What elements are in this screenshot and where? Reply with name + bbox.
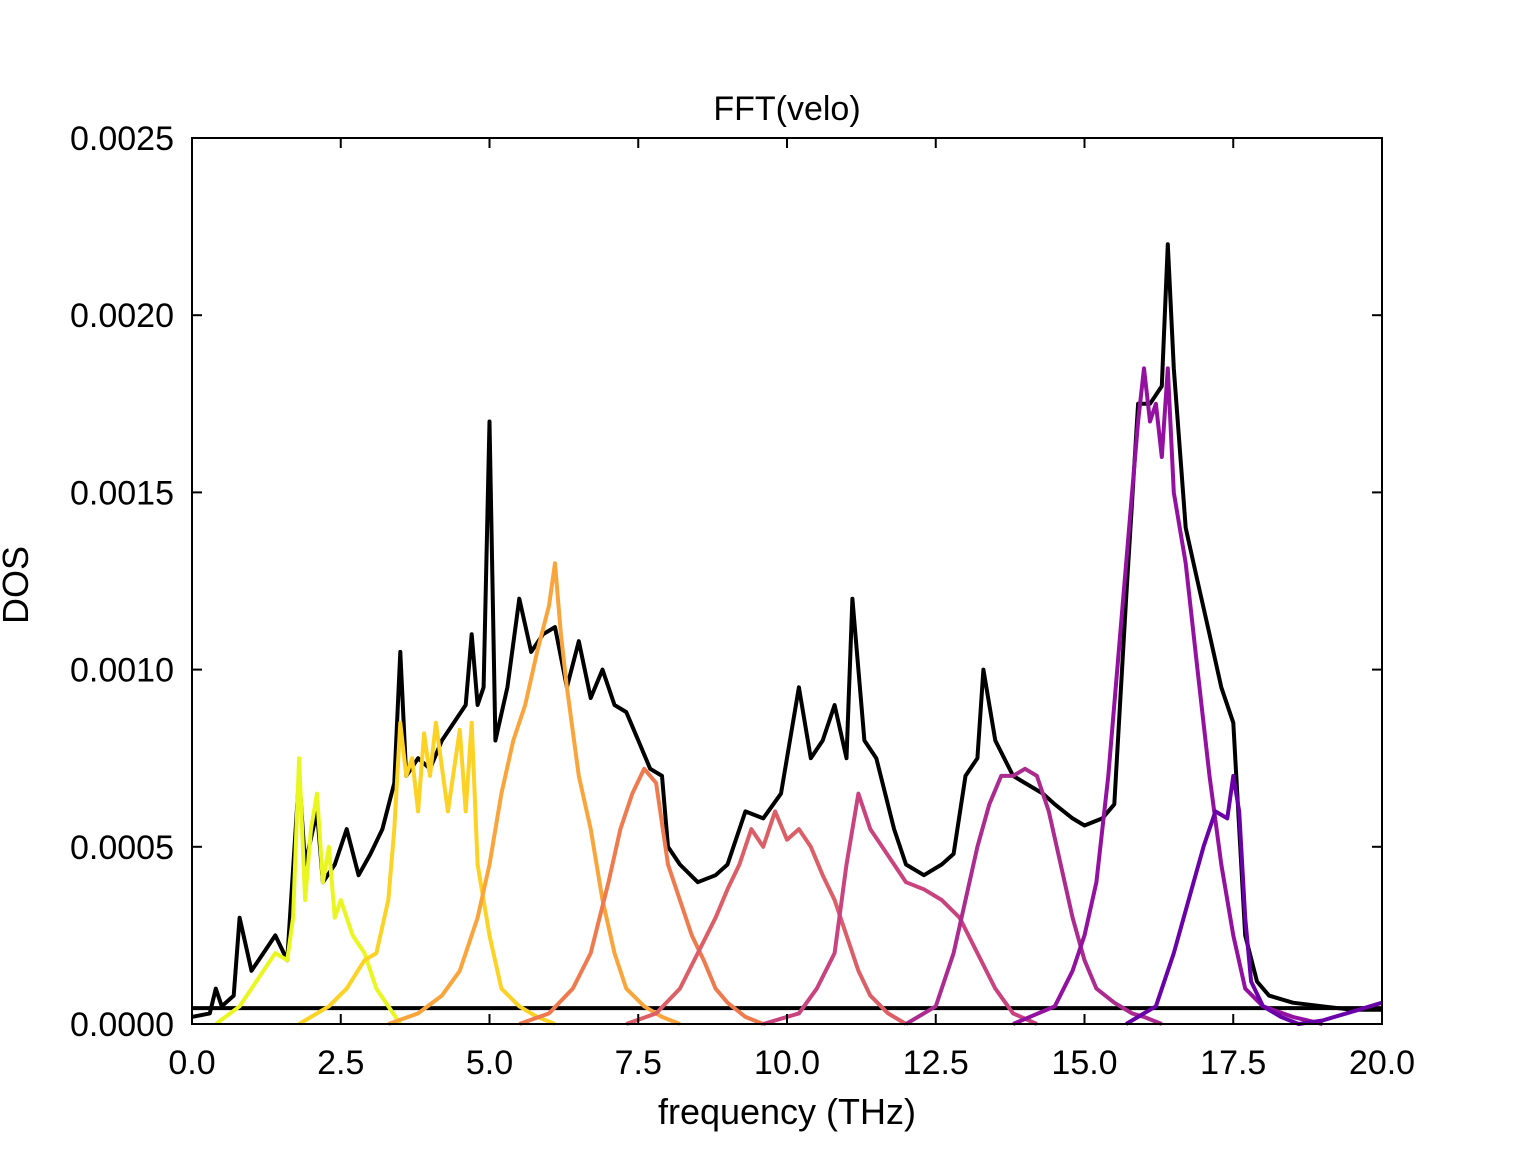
series-line-5 xyxy=(518,766,764,1026)
y-tick-label: 0.0025 xyxy=(70,120,174,158)
series-layer xyxy=(191,242,1383,1026)
x-axis: 0.0 2.5 5.0 7.5 10.0 12.5 15.0 17.5 20.0 xyxy=(168,138,1415,1082)
series-line-8 xyxy=(904,766,1163,1026)
chart-title: FFT(velo) xyxy=(713,90,860,128)
series-line-3 xyxy=(298,720,556,1026)
x-tick-label: 7.5 xyxy=(615,1044,662,1082)
series-line-0 xyxy=(191,242,1382,1019)
series-line-10 xyxy=(1125,773,1383,1026)
x-tick-label: 5.0 xyxy=(466,1044,513,1082)
series-line-9 xyxy=(1012,366,1323,1026)
x-tick-label: 10.0 xyxy=(754,1044,820,1082)
y-tick-label: 0.0015 xyxy=(70,474,174,512)
x-tick-label: 0.0 xyxy=(168,1044,215,1082)
y-axis: 0.0000 0.0005 0.0010 0.0015 0.0020 0.0025 xyxy=(70,120,1382,1044)
x-axis-label: frequency (THz) xyxy=(658,1091,916,1132)
x-tick-label: 12.5 xyxy=(903,1044,969,1082)
y-tick-label: 0.0000 xyxy=(70,1006,174,1044)
y-axis-label: DOS xyxy=(0,546,36,624)
series-line-4 xyxy=(387,561,681,1026)
y-tick-label: 0.0020 xyxy=(70,297,174,335)
x-tick-label: 17.5 xyxy=(1200,1044,1266,1082)
series-line-7 xyxy=(762,791,1038,1026)
series-line-2 xyxy=(214,756,402,1026)
x-tick-label: 20.0 xyxy=(1349,1044,1415,1082)
y-tick-label: 0.0005 xyxy=(70,829,174,867)
x-tick-label: 15.0 xyxy=(1051,1044,1117,1082)
x-tick-label: 2.5 xyxy=(317,1044,364,1082)
series-line-6 xyxy=(625,809,908,1026)
plot-frame xyxy=(191,137,1383,1025)
y-tick-label: 0.0010 xyxy=(70,652,174,690)
